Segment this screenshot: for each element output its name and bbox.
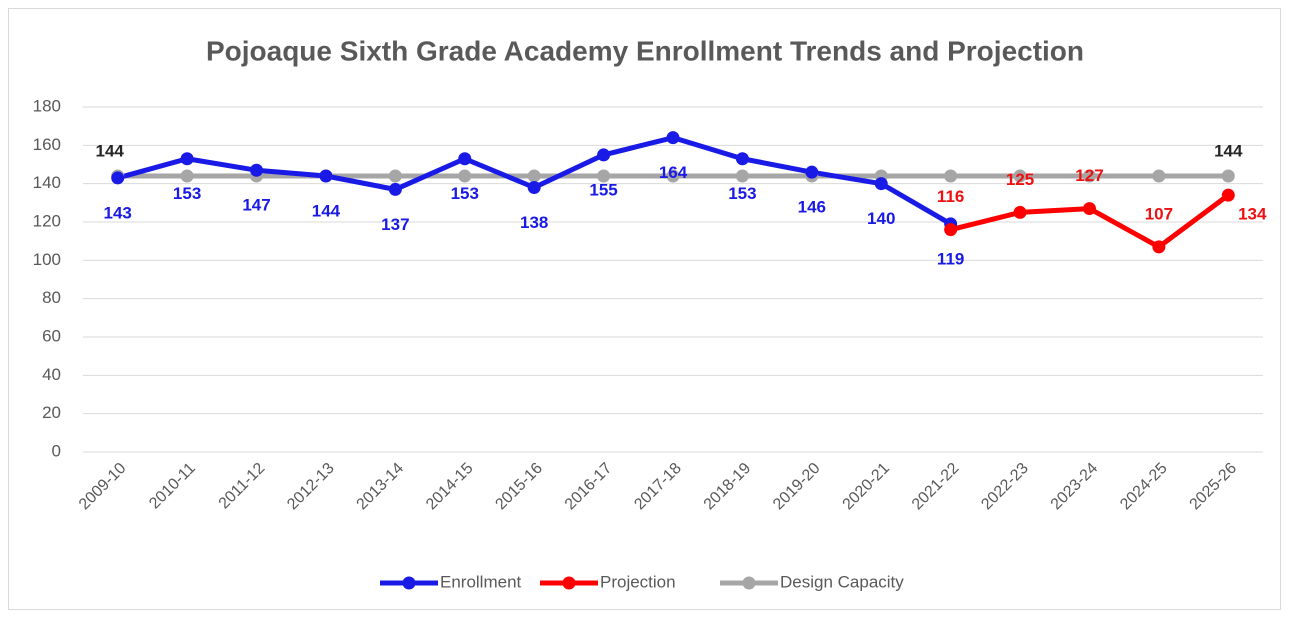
point — [1221, 169, 1235, 183]
legend-label: Design Capacity — [780, 572, 904, 591]
data-label: 143 — [104, 203, 132, 222]
point — [1013, 169, 1027, 183]
data-label: 146 — [798, 198, 826, 217]
data-label: 144 — [312, 201, 341, 220]
point — [874, 177, 888, 191]
point — [944, 223, 958, 237]
data-label: 140 — [867, 209, 895, 228]
y-tick-label: 140 — [33, 173, 61, 192]
legend-marker — [742, 576, 756, 590]
point — [805, 165, 819, 179]
data-label: 164 — [659, 163, 688, 182]
point — [944, 169, 958, 183]
y-tick-label: 20 — [42, 403, 61, 422]
point — [527, 169, 541, 183]
point — [666, 169, 680, 183]
point — [735, 169, 749, 183]
data-label: 119 — [937, 249, 964, 268]
data-label: 116 — [937, 187, 964, 206]
point — [1082, 169, 1096, 183]
point — [597, 169, 611, 183]
point — [319, 169, 333, 183]
point — [1082, 202, 1096, 216]
data-label: 144 — [96, 141, 125, 160]
point — [458, 169, 472, 183]
y-tick-label: 80 — [42, 288, 61, 307]
data-label: 153 — [451, 184, 479, 203]
point — [527, 181, 541, 194]
point — [1221, 188, 1235, 202]
y-tick-label: 120 — [33, 211, 61, 230]
data-label: 127 — [1075, 166, 1103, 185]
data-label: 107 — [1145, 204, 1173, 223]
data-label: 137 — [381, 215, 409, 234]
data-label: 138 — [520, 213, 548, 232]
data-label: 153 — [728, 184, 756, 203]
point — [388, 169, 402, 183]
data-label: 125 — [1006, 170, 1034, 189]
point — [1152, 169, 1166, 183]
point — [666, 131, 680, 145]
data-label: 144 — [1214, 141, 1243, 160]
point — [597, 148, 611, 162]
point — [111, 171, 125, 185]
y-tick-label: 40 — [42, 365, 61, 384]
chart-title: Pojoaque Sixth Grade Academy Enrollment … — [206, 35, 1084, 66]
y-tick-label: 0 — [52, 441, 61, 460]
point — [180, 169, 194, 183]
legend-label: Enrollment — [440, 572, 522, 591]
chart-border — [8, 8, 1281, 610]
legend-marker — [402, 576, 416, 590]
data-label: 147 — [242, 196, 270, 215]
y-tick-label: 60 — [42, 326, 61, 345]
y-tick-label: 180 — [33, 96, 61, 115]
y-tick-label: 100 — [33, 250, 61, 269]
point — [458, 152, 472, 166]
point — [388, 182, 402, 196]
point — [1013, 205, 1027, 219]
legend-marker — [562, 576, 576, 590]
data-label: 155 — [589, 180, 617, 199]
point — [1152, 240, 1166, 254]
y-tick-label: 160 — [33, 135, 61, 154]
point — [735, 152, 749, 166]
point — [180, 152, 194, 166]
data-label: 134 — [1238, 205, 1267, 224]
data-label: 153 — [173, 184, 201, 203]
point — [250, 163, 264, 177]
legend-label: Projection — [600, 572, 676, 591]
